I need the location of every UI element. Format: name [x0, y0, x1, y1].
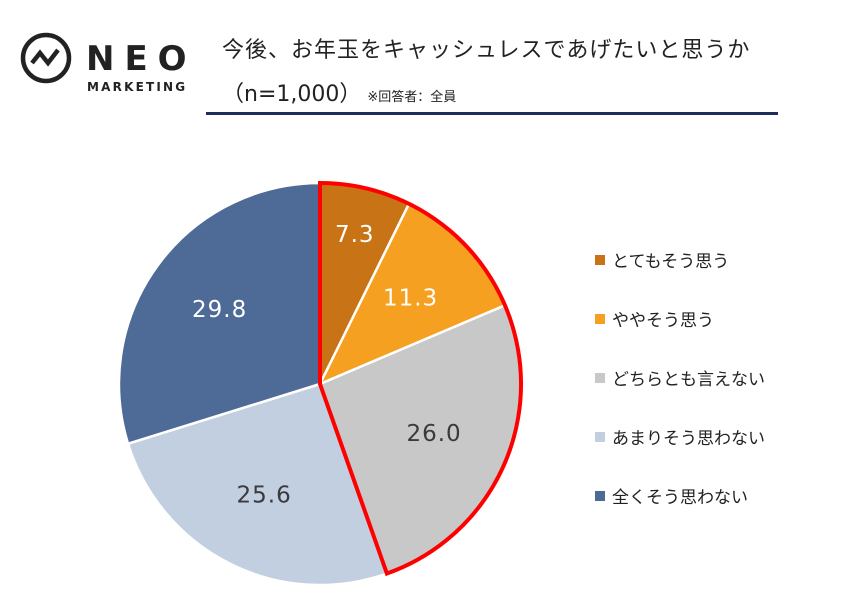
data-label-2: 26.0	[406, 421, 461, 447]
legend-swatch-4	[595, 491, 605, 501]
logo-brand-text: NEO	[86, 39, 197, 79]
logo-sub-text: MARKETING	[87, 80, 187, 94]
logo-wave-icon	[30, 48, 60, 67]
legend-swatch-2	[595, 373, 605, 383]
highlight-outline	[318, 180, 523, 577]
respondent-note: ※回答者：全員	[367, 90, 457, 105]
legend-label-0: とてもそう思う	[612, 252, 730, 272]
legend-swatch-0	[595, 255, 605, 265]
legend-label-1: ややそう思う	[612, 311, 714, 331]
title-divider	[206, 112, 778, 115]
pie-slice-3	[126, 382, 389, 587]
sample-size: （n=1,000）	[222, 82, 362, 107]
chart-subtitle: （n=1,000） ※回答者：全員	[222, 76, 456, 108]
logo-circle-icon	[20, 32, 72, 84]
legend-swatch-3	[595, 432, 605, 442]
data-label-4: 29.8	[192, 297, 247, 323]
data-label-0: 7.3	[335, 222, 375, 248]
pie-slice-4	[117, 181, 322, 446]
legend-label-3: あまりそう思わない	[612, 429, 765, 449]
legend-label-4: 全くそう思わない	[612, 488, 748, 508]
chart-title: 今後、お年玉をキャッシュレスであげたいと思うか	[222, 38, 751, 63]
legend-swatch-1	[595, 314, 605, 324]
neo-marketing-logo: NEO MARKETING	[18, 30, 208, 100]
data-label-3: 25.6	[237, 482, 292, 508]
legend-label-2: どちらとも言えない	[612, 370, 765, 390]
data-label-1: 11.3	[383, 285, 438, 311]
logo-graphic: NEO MARKETING	[20, 32, 197, 94]
